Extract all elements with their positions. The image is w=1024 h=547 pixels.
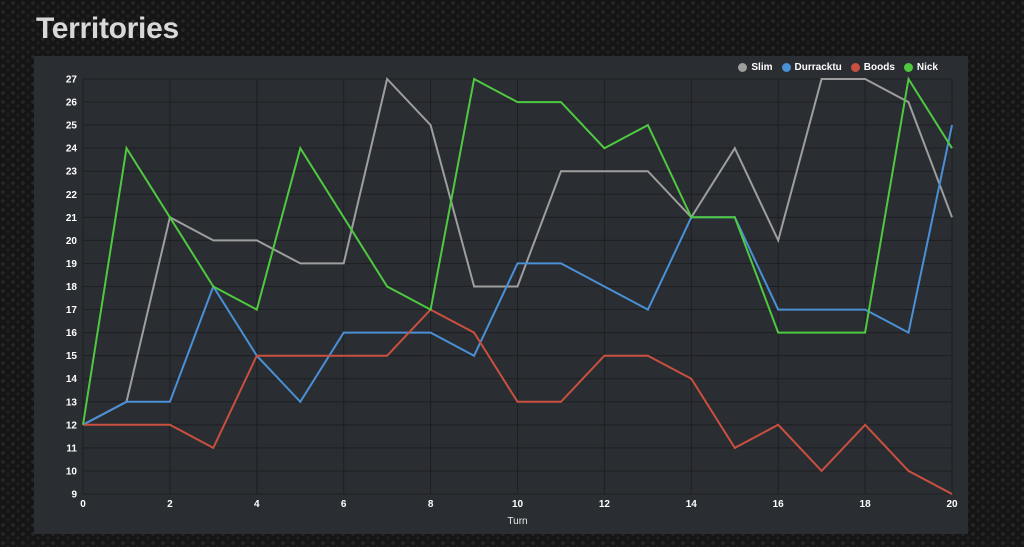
x-axis-ticks: 0 2 4 6 8 10 12 14 16 18 20 <box>80 499 958 510</box>
legend-item-slim[interactable]: Slim <box>738 62 773 73</box>
y-tick-label: 13 <box>66 397 78 408</box>
x-tick-label: 16 <box>773 499 785 510</box>
y-axis-ticks: 9 10 11 12 13 14 15 16 17 18 19 20 21 22 23 24 25 26 27 <box>66 75 78 501</box>
legend-item-durracktu[interactable]: Durracktu <box>781 62 842 73</box>
y-tick-label: 15 <box>66 351 78 362</box>
x-tick-label: 12 <box>599 499 611 510</box>
y-tick-label: 14 <box>66 374 78 385</box>
y-tick-label: 10 <box>66 466 78 477</box>
legend-swatch <box>903 63 913 72</box>
y-tick-label: 18 <box>66 282 78 293</box>
legend-swatch <box>781 63 791 72</box>
y-tick-label: 19 <box>66 259 78 270</box>
series-line-nick <box>82 76 953 425</box>
y-tick-label: 22 <box>66 190 78 201</box>
y-tick-label: 9 <box>71 490 77 501</box>
x-axis-title: Turn <box>507 516 527 527</box>
x-tick-label: 10 <box>512 499 524 510</box>
chart-legend[interactable]: Slim Durracktu Boods Nick <box>738 62 938 73</box>
series-line-boods <box>83 308 953 495</box>
series-lines <box>82 76 953 495</box>
y-tick-label: 21 <box>66 213 78 224</box>
y-tick-label: 17 <box>66 305 78 316</box>
y-tick-label: 23 <box>66 167 78 178</box>
legend-item-boods[interactable]: Boods <box>850 62 895 73</box>
y-tick-label: 20 <box>66 236 78 247</box>
x-tick-label: 4 <box>254 499 260 510</box>
x-tick-label: 18 <box>860 499 872 510</box>
x-tick-label: 14 <box>686 499 698 510</box>
x-tick-label: 6 <box>341 499 347 510</box>
series-line-durracktu <box>82 124 953 426</box>
y-tick-label: 16 <box>66 328 78 339</box>
legend-label: Slim <box>751 62 773 73</box>
series-line-slim <box>82 76 953 426</box>
x-tick-label: 8 <box>428 499 434 510</box>
x-tick-label: 20 <box>946 499 958 510</box>
y-tick-label: 12 <box>66 420 78 431</box>
legend-label: Durracktu <box>794 62 842 73</box>
legend-item-nick[interactable]: Nick <box>903 62 938 73</box>
y-tick-label: 27 <box>66 75 78 86</box>
page-title: Territories <box>36 12 179 45</box>
x-tick-label: 2 <box>167 499 173 510</box>
y-tick-label: 26 <box>66 98 78 109</box>
y-tick-label: 24 <box>66 144 78 155</box>
x-tick-label: 0 <box>80 499 86 510</box>
legend-swatch <box>738 63 748 72</box>
legend-label: Boods <box>863 62 895 73</box>
legend-swatch <box>850 63 860 72</box>
y-tick-label: 25 <box>66 121 78 132</box>
y-tick-label: 11 <box>66 443 77 454</box>
legend-label: Nick <box>916 62 938 73</box>
